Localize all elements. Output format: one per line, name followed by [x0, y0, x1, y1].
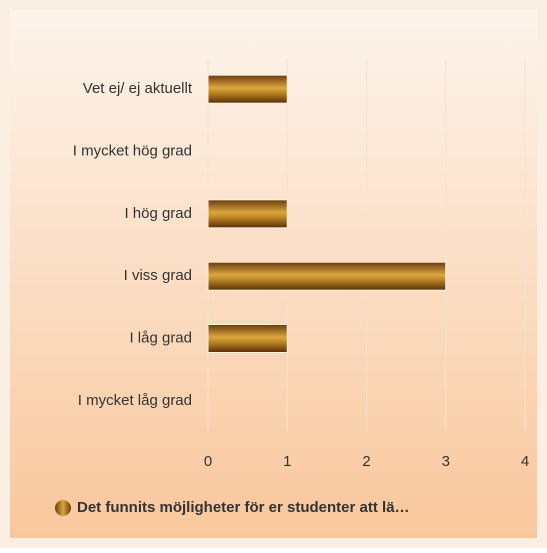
y-tick-label: Vet ej/ ej aktuellt — [83, 80, 193, 97]
bar — [207, 261, 447, 291]
x-tick-label: 1 — [283, 453, 291, 470]
legend-label: Det funnits möjligheter för er studenter… — [77, 499, 410, 516]
bar — [207, 74, 288, 104]
x-tick-label: 0 — [204, 453, 212, 470]
x-tick-label: 4 — [521, 453, 529, 470]
x-tick-label: 2 — [362, 453, 370, 470]
x-tick-label: 3 — [442, 453, 450, 470]
y-tick-label: I låg grad — [129, 329, 192, 346]
y-tick-label: I viss grad — [124, 267, 192, 284]
bar — [207, 199, 288, 229]
y-tick-label: I mycket hög grad — [73, 142, 192, 159]
bar — [207, 324, 288, 353]
y-tick-label: I hög grad — [124, 205, 192, 222]
y-tick-label: I mycket låg grad — [78, 392, 192, 409]
legend-marker — [55, 500, 71, 516]
